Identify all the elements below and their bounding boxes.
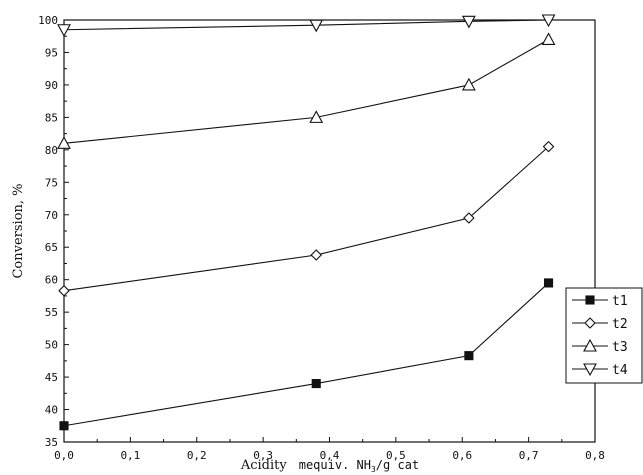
x-axis-title-subscript: 3 bbox=[371, 465, 376, 474]
data-point-t1 bbox=[543, 278, 554, 288]
x-axis-title-unit: mequiv. NH bbox=[299, 458, 371, 472]
y-tick-label: 90 bbox=[45, 79, 58, 92]
y-axis-title: Conversion, % bbox=[11, 183, 26, 278]
series-line-t3 bbox=[63, 38, 549, 144]
data-point-t4 bbox=[309, 19, 324, 33]
legend-marker bbox=[585, 295, 595, 305]
series-t1 bbox=[59, 278, 554, 431]
data-point-t3 bbox=[309, 110, 324, 123]
legend: t1 t2 t3 t4 bbox=[565, 287, 643, 384]
y-tick-label: 80 bbox=[45, 144, 58, 157]
y-axis-ticks: 35 40 45 50 55 60 65 70 75 80 85 90 95 100 bbox=[38, 14, 69, 449]
legend-item-t1: t1 bbox=[572, 294, 628, 309]
legend-marker bbox=[583, 363, 597, 377]
y-tick-label: 35 bbox=[45, 436, 58, 449]
data-point-t4 bbox=[57, 24, 71, 37]
y-tick-label: 65 bbox=[45, 241, 58, 254]
x-tick-label: 0,4 bbox=[320, 449, 340, 462]
series-line-t2 bbox=[63, 146, 549, 292]
y-tick-label: 100 bbox=[38, 14, 58, 27]
plot-frame bbox=[63, 19, 596, 443]
data-point-t1 bbox=[311, 379, 321, 389]
legend-label: t1 bbox=[612, 294, 628, 309]
x-tick-label: 0,6 bbox=[452, 449, 472, 462]
series-line-t4 bbox=[63, 19, 549, 31]
series-t4 bbox=[57, 14, 556, 37]
x-tick-label: 0,7 bbox=[519, 449, 539, 462]
x-axis-title: Acidity mequiv. NH3/g cat bbox=[240, 458, 419, 474]
data-point-t2 bbox=[58, 284, 70, 297]
series-layer bbox=[57, 14, 556, 431]
x-tick-label: 0,0 bbox=[54, 449, 74, 462]
legend-marker bbox=[584, 317, 596, 329]
data-point-t3 bbox=[541, 32, 556, 46]
series-line-t1 bbox=[63, 282, 549, 427]
legend-label: t2 bbox=[612, 317, 628, 332]
series-t2 bbox=[58, 140, 555, 297]
legend-box bbox=[565, 287, 643, 384]
series-t3 bbox=[57, 32, 556, 149]
legend-item-t4: t4 bbox=[572, 363, 628, 378]
x-tick-label: 0,3 bbox=[253, 449, 273, 462]
x-tick-label: 0,2 bbox=[187, 449, 207, 462]
x-tick-label: 0,5 bbox=[386, 449, 406, 462]
y-tick-label: 75 bbox=[45, 176, 58, 189]
y-tick-label: 55 bbox=[45, 306, 58, 319]
y-tick-label: 45 bbox=[45, 371, 58, 384]
x-tick-label: 0,1 bbox=[120, 449, 140, 462]
legend-label: t4 bbox=[612, 363, 628, 378]
x-tick-label: 0,8 bbox=[585, 449, 605, 462]
data-point-t3 bbox=[57, 136, 71, 149]
legend-label: t3 bbox=[612, 340, 628, 355]
x-axis-ticks: 0,0 0,1 0,2 0,3 0,4 0,5 0,6 0,7 0,8 bbox=[54, 437, 605, 462]
legend-item-t2: t2 bbox=[572, 317, 628, 332]
y-tick-label: 60 bbox=[45, 274, 58, 287]
data-point-t2 bbox=[463, 212, 475, 224]
data-point-t4 bbox=[461, 15, 476, 29]
data-point-t4 bbox=[541, 14, 556, 28]
x-axis-title-tail: /g cat bbox=[376, 458, 419, 472]
y-tick-label: 95 bbox=[45, 46, 58, 59]
data-point-t1 bbox=[464, 351, 474, 361]
y-tick-label: 50 bbox=[45, 339, 58, 352]
data-point-t3 bbox=[461, 77, 476, 91]
y-tick-label: 85 bbox=[45, 111, 58, 124]
data-point-t1 bbox=[59, 421, 69, 431]
data-point-t2 bbox=[542, 140, 555, 153]
legend-item-t3: t3 bbox=[572, 338, 628, 355]
x-axis-title-acidity: Acidity bbox=[240, 458, 288, 473]
legend-marker bbox=[583, 338, 597, 352]
y-tick-label: 70 bbox=[45, 209, 58, 222]
data-point-t2 bbox=[310, 249, 323, 261]
y-tick-label: 40 bbox=[45, 404, 58, 417]
